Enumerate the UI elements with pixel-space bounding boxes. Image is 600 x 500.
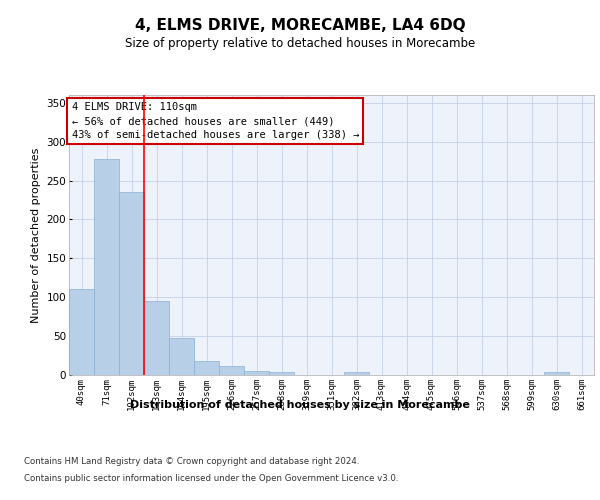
Y-axis label: Number of detached properties: Number of detached properties <box>31 148 41 322</box>
Text: 4 ELMS DRIVE: 110sqm
← 56% of detached houses are smaller (449)
43% of semi-deta: 4 ELMS DRIVE: 110sqm ← 56% of detached h… <box>71 102 359 140</box>
Text: 4, ELMS DRIVE, MORECAMBE, LA4 6DQ: 4, ELMS DRIVE, MORECAMBE, LA4 6DQ <box>134 18 466 32</box>
Bar <box>219 366 244 375</box>
Bar <box>194 361 219 375</box>
Bar <box>344 372 369 375</box>
Bar <box>244 371 269 375</box>
Text: Contains HM Land Registry data © Crown copyright and database right 2024.: Contains HM Land Registry data © Crown c… <box>24 458 359 466</box>
Bar <box>119 192 144 375</box>
Bar <box>269 372 294 375</box>
Bar <box>94 159 119 375</box>
Bar <box>169 338 194 375</box>
Text: Size of property relative to detached houses in Morecambe: Size of property relative to detached ho… <box>125 38 475 51</box>
Bar <box>69 290 94 375</box>
Text: Distribution of detached houses by size in Morecambe: Distribution of detached houses by size … <box>130 400 470 410</box>
Bar <box>544 372 569 375</box>
Bar <box>144 301 169 375</box>
Text: Contains public sector information licensed under the Open Government Licence v3: Contains public sector information licen… <box>24 474 398 483</box>
